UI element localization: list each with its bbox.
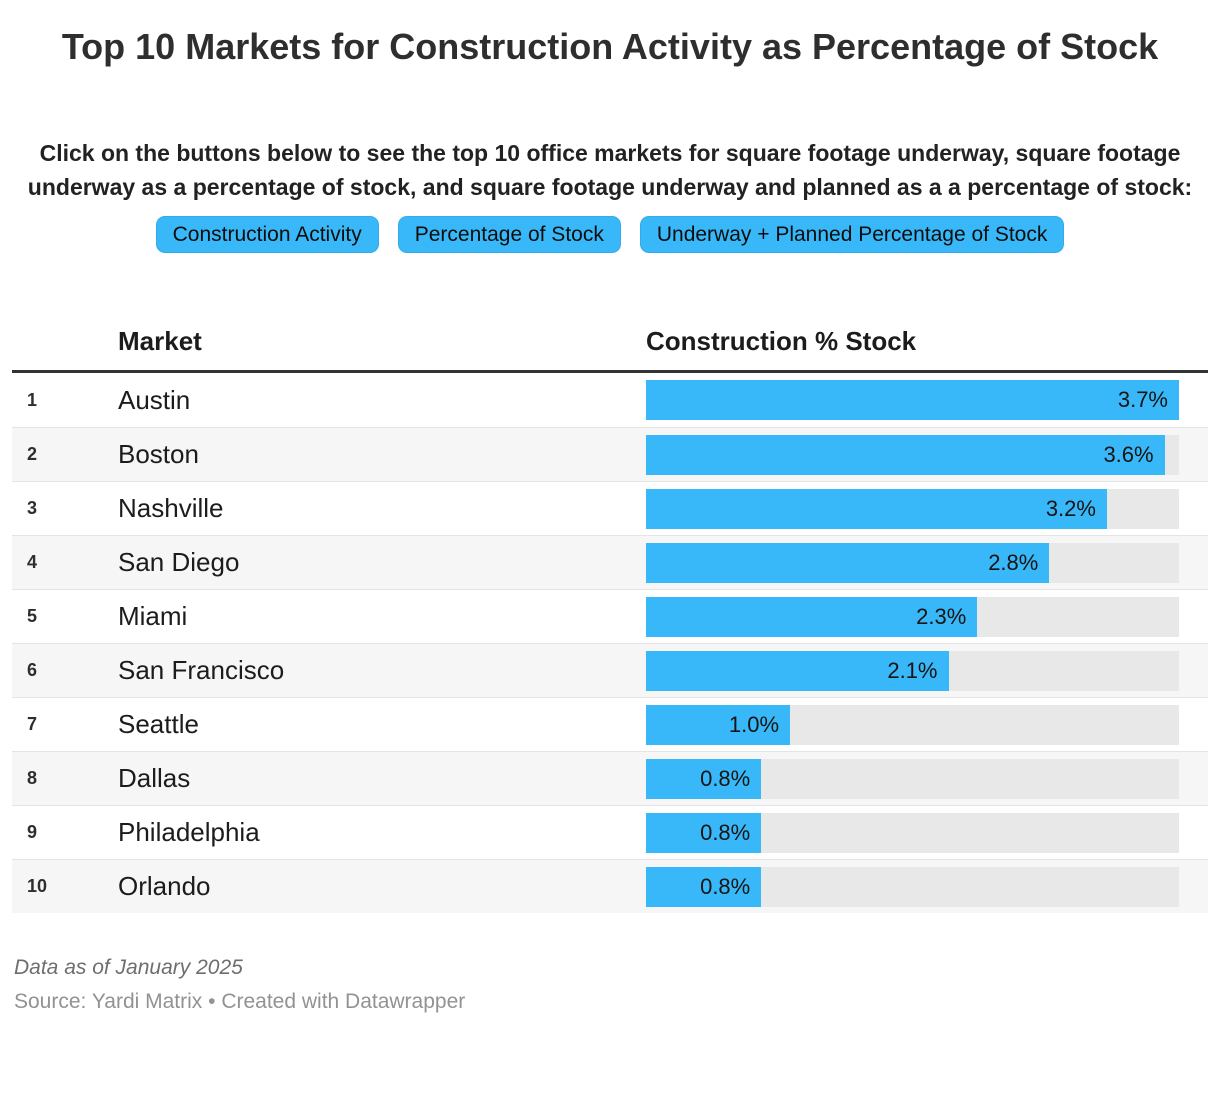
table-row: 5 Miami 2.3% — [12, 589, 1208, 643]
view-toggle-buttons: Construction Activity Percentage of Stoc… — [0, 216, 1220, 253]
bar-cell: 0.8% — [646, 812, 1179, 853]
table-row: 1 Austin 3.7% — [12, 373, 1208, 427]
row-market-name: Seattle — [118, 709, 199, 739]
button-underway-planned-percentage[interactable]: Underway + Planned Percentage of Stock — [639, 216, 1065, 253]
row-market-name: Philadelphia — [118, 817, 260, 847]
bar: 2.1% — [646, 650, 949, 691]
row-market-name: Orlando — [118, 871, 211, 901]
bar-value-label: 2.1% — [887, 657, 938, 683]
bar-chart-table: Market Construction % Stock 1 Austin 3.7… — [12, 309, 1208, 913]
row-market-name: Boston — [118, 439, 199, 469]
table-row: 3 Nashville 3.2% — [12, 481, 1208, 535]
row-market-name: Nashville — [118, 493, 224, 523]
bar: 3.2% — [646, 488, 1107, 529]
button-construction-activity[interactable]: Construction Activity — [155, 216, 379, 253]
bar-track: 0.8% — [646, 866, 1179, 907]
chart-container: Top 10 Markets for Construction Activity… — [0, 22, 1220, 1015]
chart-title: Top 10 Markets for Construction Activity… — [61, 26, 1159, 67]
bar-value-label: 3.2% — [1045, 495, 1096, 521]
table-row: 4 San Diego 2.8% — [12, 535, 1208, 589]
row-rank: 5 — [27, 606, 38, 626]
bar-value-label: 2.3% — [916, 603, 967, 629]
bar-track: 3.7% — [646, 380, 1179, 420]
table-row: 8 Dallas 0.8% — [12, 751, 1208, 805]
bar-cell: 0.8% — [646, 866, 1179, 907]
bar-value-label: 3.6% — [1103, 441, 1154, 467]
table-row: 9 Philadelphia 0.8% — [12, 805, 1208, 859]
bar-track: 2.1% — [646, 650, 1179, 691]
bar: 0.8% — [646, 866, 762, 907]
button-percentage-of-stock[interactable]: Percentage of Stock — [397, 216, 621, 253]
bar-track: 3.6% — [646, 434, 1179, 475]
bar: 3.6% — [646, 434, 1165, 475]
data-as-of-note: Data as of January 2025 — [14, 956, 243, 979]
bar-cell: 2.8% — [646, 542, 1179, 583]
bar-track: 0.8% — [646, 812, 1179, 853]
bar: 2.3% — [646, 596, 978, 637]
row-rank: 1 — [27, 389, 38, 410]
table-row: 10 Orlando 0.8% — [12, 859, 1208, 913]
bar-value-label: 2.8% — [988, 549, 1039, 575]
bar-value-label: 0.8% — [700, 873, 751, 899]
bar-cell: 3.7% — [646, 380, 1179, 420]
row-market-name: Miami — [118, 601, 188, 631]
bar-value-label: 0.8% — [700, 765, 751, 791]
table-body: 1 Austin 3.7% 2 Boston 3.6% 3 Nashville — [12, 373, 1208, 913]
row-market-name: San Diego — [118, 547, 240, 577]
bar-track: 2.3% — [646, 596, 1179, 637]
row-rank: 6 — [27, 660, 38, 680]
bar-track: 3.2% — [646, 488, 1179, 529]
header-spacer — [1179, 357, 1208, 370]
table-row: 7 Seattle 1.0% — [12, 697, 1208, 751]
bar-cell: 3.6% — [646, 434, 1179, 475]
row-market-name: San Francisco — [118, 655, 285, 685]
bar-track: 1.0% — [646, 704, 1179, 745]
bar-value-label: 1.0% — [728, 711, 780, 737]
bar: 0.8% — [646, 812, 762, 853]
bar-cell: 0.8% — [646, 758, 1179, 799]
bar-cell: 2.1% — [646, 650, 1179, 691]
bar-value-label: 3.7% — [1117, 387, 1168, 412]
bar-cell: 1.0% — [646, 704, 1179, 745]
row-rank: 7 — [27, 714, 38, 734]
row-rank: 8 — [27, 768, 38, 788]
bar: 3.7% — [646, 380, 1179, 420]
market-column-header: Market — [118, 326, 202, 356]
table-row: 6 San Francisco 2.1% — [12, 643, 1208, 697]
bar: 0.8% — [646, 758, 762, 799]
bar: 1.0% — [646, 704, 791, 745]
row-rank: 3 — [27, 498, 38, 518]
table-row: 2 Boston 3.6% — [12, 427, 1208, 481]
row-rank: 9 — [27, 822, 38, 842]
row-rank: 4 — [27, 552, 38, 572]
bar-cell: 2.3% — [646, 596, 1179, 637]
table-header-row: Market Construction % Stock — [12, 309, 1208, 373]
bar: 2.8% — [646, 542, 1050, 583]
chart-description: Click on the buttons below to see the to… — [27, 140, 1193, 200]
row-market-name: Dallas — [118, 763, 191, 793]
bar-track: 0.8% — [646, 758, 1179, 799]
bar-value-label: 0.8% — [700, 819, 751, 845]
rank-column-header — [12, 357, 118, 370]
value-column-header: Construction % Stock — [646, 326, 917, 356]
source-attribution: Source: Yardi Matrix • Created with Data… — [14, 990, 466, 1013]
row-rank: 2 — [27, 444, 38, 464]
row-market-name: Austin — [118, 384, 191, 415]
bar-track: 2.8% — [646, 542, 1179, 583]
row-rank: 10 — [27, 876, 48, 896]
bar-cell: 3.2% — [646, 488, 1179, 529]
